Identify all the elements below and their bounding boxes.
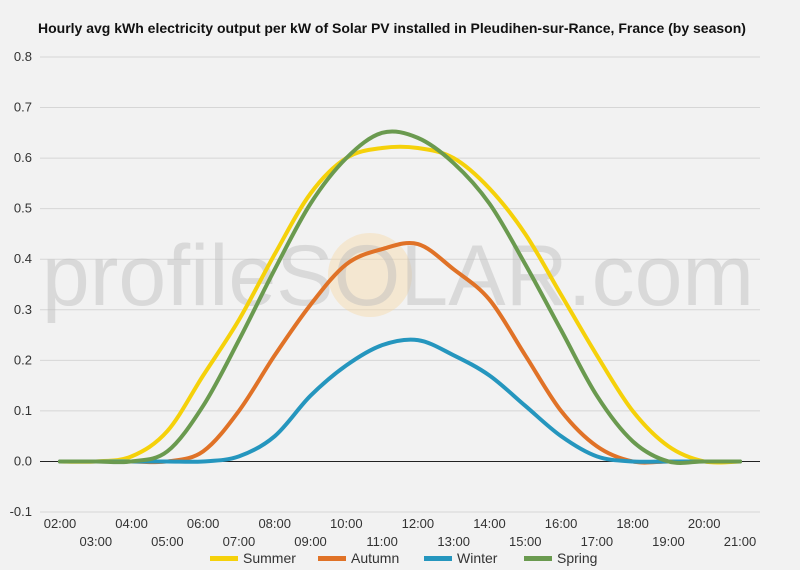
x-tick-label: 13:00 [437,534,470,549]
x-tick-label: 06:00 [187,516,220,531]
x-tick-label: 04:00 [115,516,148,531]
series-line-spring [58,129,742,465]
y-tick-label: 0.8 [14,49,32,64]
x-tick-label: 17:00 [581,534,614,549]
x-tick-label: 21:00 [724,534,757,549]
legend-swatch-winter [424,556,452,561]
x-tick-label: 10:00 [330,516,363,531]
x-tick-label: 08:00 [258,516,291,531]
x-tick-label: 19:00 [652,534,685,549]
legend-label-winter: Winter [457,550,498,566]
x-tick-label: 07:00 [223,534,256,549]
x-tick-label: 09:00 [294,534,327,549]
y-tick-label: 0.6 [14,150,32,165]
x-tick-label: 12:00 [402,516,435,531]
series-line-summer [58,144,742,465]
legend-label-summer: Summer [243,550,296,566]
x-tick-label: 05:00 [151,534,184,549]
legend-label-spring: Spring [557,550,597,566]
legend-swatch-autumn [318,556,346,561]
x-tick-label: 02:00 [44,516,77,531]
y-tick-label: 0.7 [14,100,32,115]
watermark-sun-icon [328,233,412,317]
y-tick-label: 0.1 [14,403,32,418]
y-tick-label: -0.1 [10,504,32,519]
y-tick-label: 0.5 [14,201,32,216]
x-tick-label: 03:00 [80,534,113,549]
y-tick-label: 0.2 [14,352,32,367]
chart-title: Hourly avg kWh electricity output per kW… [38,20,746,36]
x-tick-label: 16:00 [545,516,578,531]
series-line-winter [58,337,742,464]
legend-label-autumn: Autumn [351,550,399,566]
x-tick-label: 20:00 [688,516,721,531]
x-tick-label: 11:00 [366,534,398,549]
y-tick-label: 0.0 [14,453,32,468]
x-tick-label: 14:00 [473,516,506,531]
y-tick-label: 0.3 [14,302,32,317]
x-tick-label: 15:00 [509,534,542,549]
legend-swatch-spring [524,556,552,561]
legend-swatch-summer [210,556,238,561]
y-tick-label: 0.4 [14,251,32,266]
watermark-text: profileSOLAR.com [42,228,754,324]
x-tick-label: 18:00 [616,516,649,531]
